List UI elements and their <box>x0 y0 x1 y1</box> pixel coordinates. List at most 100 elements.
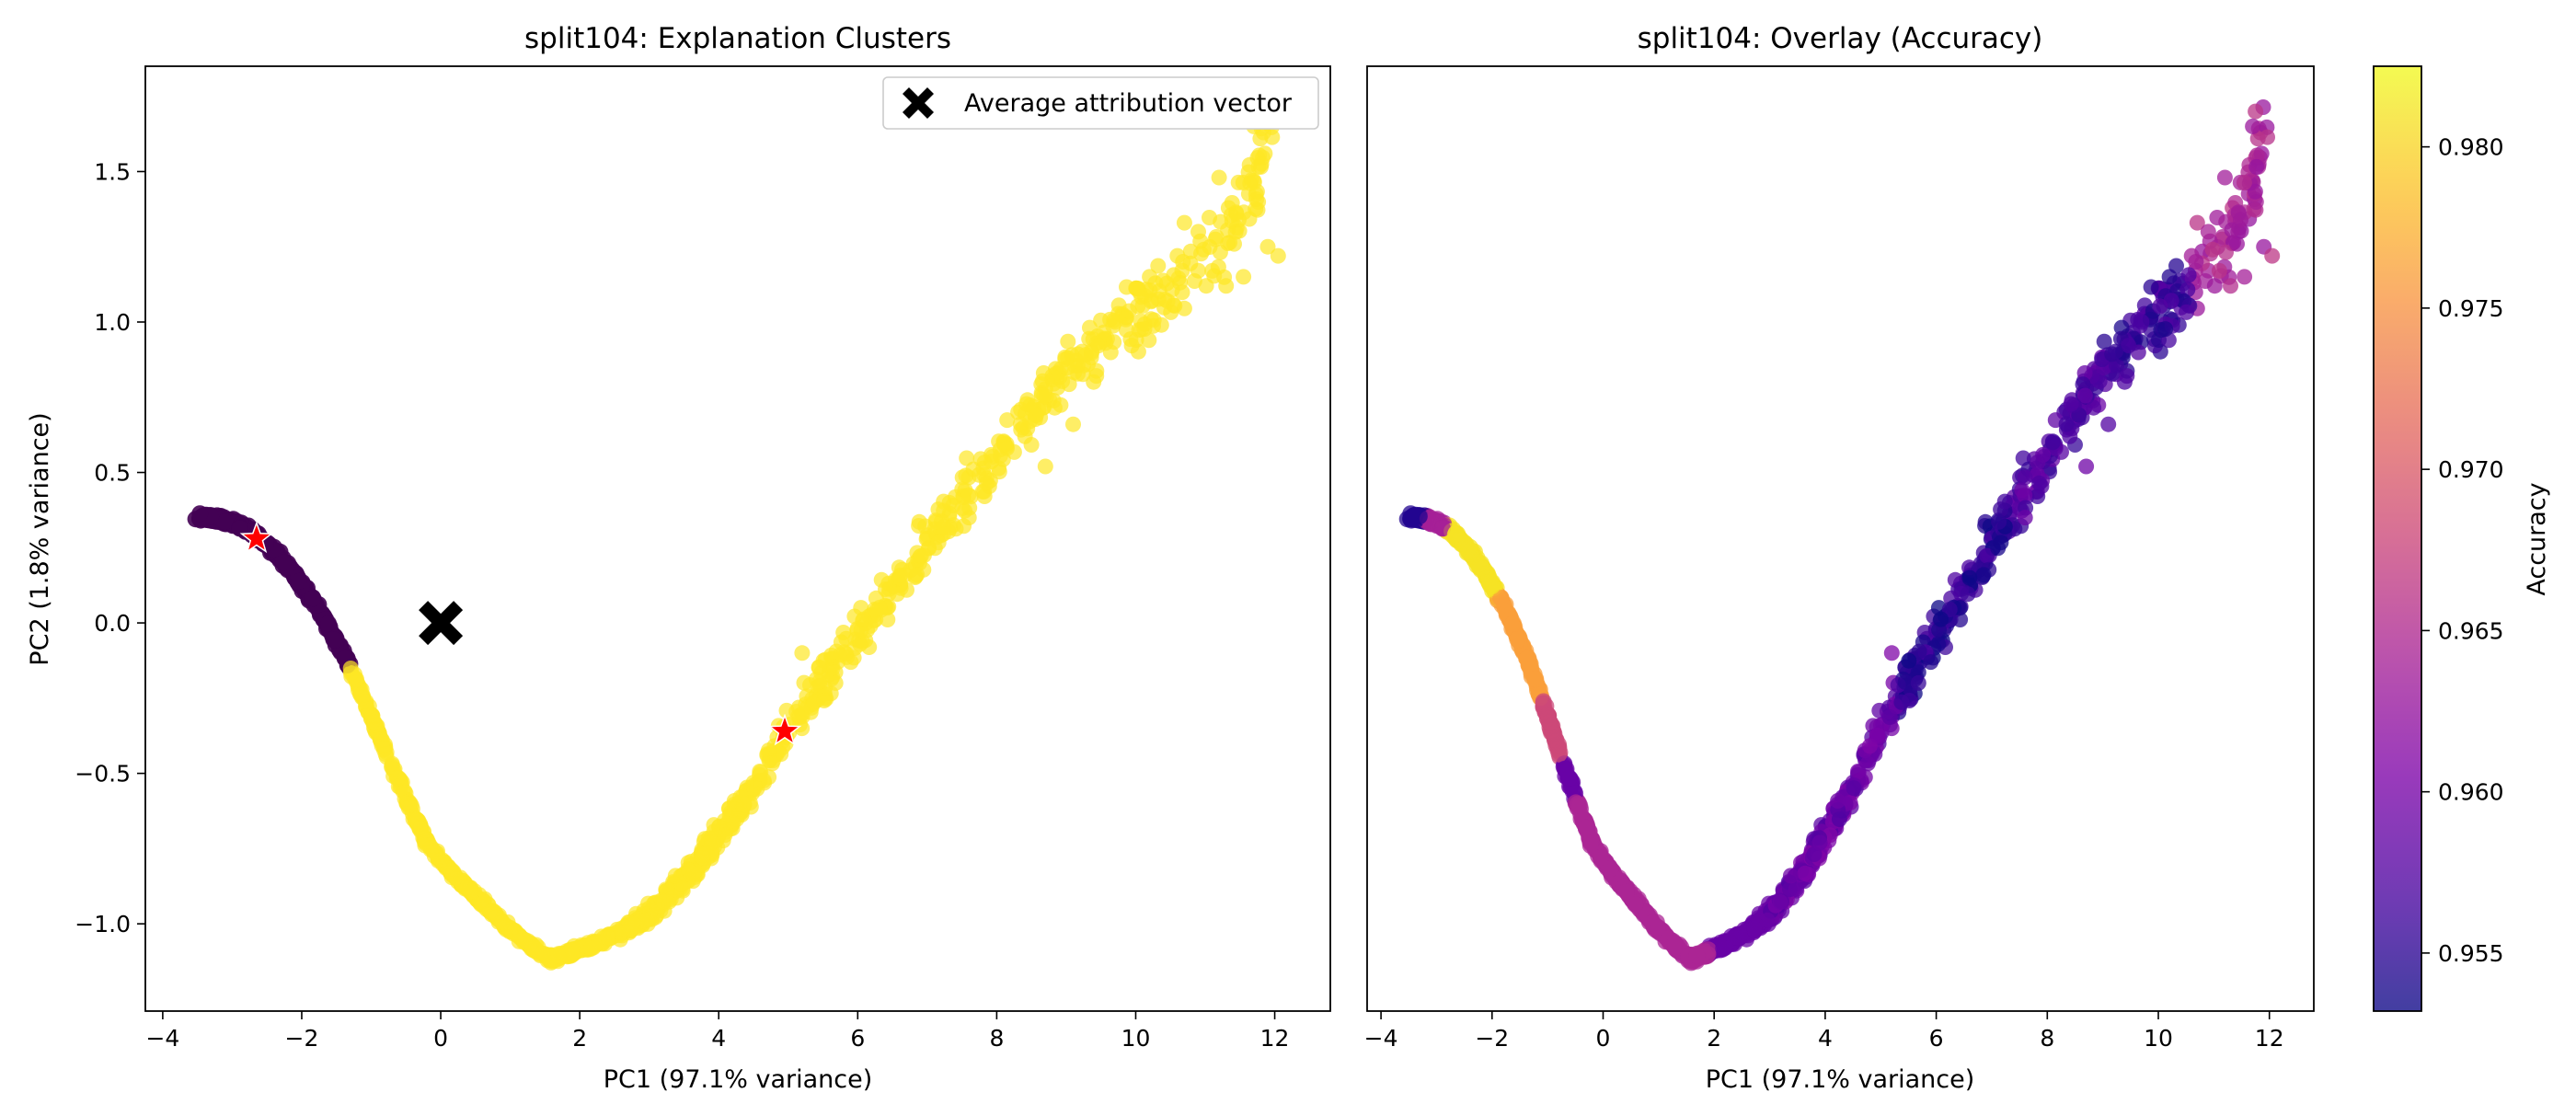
accuracy-point <box>2260 129 2275 145</box>
accuracy-point <box>2248 158 2265 175</box>
accuracy-point <box>2247 183 2263 200</box>
accuracy-point <box>1627 896 1644 913</box>
cluster-1-point <box>1090 338 1107 354</box>
cluster-1-point <box>1060 333 1076 350</box>
accuracy-point <box>2017 510 2033 526</box>
cluster-1-point <box>752 764 768 779</box>
accuracy-point <box>1910 674 1926 691</box>
cluster-1-point <box>1186 273 1202 289</box>
accuracy-point <box>1509 631 1526 649</box>
cluster-1-point <box>401 797 418 813</box>
cluster-0-point <box>216 513 234 531</box>
right-xtick-label: 4 <box>1818 1025 1833 1052</box>
cluster-1-point <box>1235 175 1251 190</box>
cluster-1-point <box>828 643 845 660</box>
cluster-1-point <box>936 493 952 510</box>
cluster-1-point <box>816 693 833 708</box>
cluster-1-point <box>1250 158 1267 175</box>
cluster-1-point <box>1198 278 1214 294</box>
right-xtick-label: 6 <box>1929 1025 1944 1052</box>
cluster-1-point <box>348 671 364 687</box>
cluster-1-point <box>389 769 406 786</box>
cluster-1-point <box>1017 428 1033 444</box>
accuracy-point <box>1492 590 1510 607</box>
accuracy-point <box>1979 547 1995 564</box>
left-ytick-label: 0.5 <box>94 460 131 487</box>
cluster-1-point <box>815 652 832 669</box>
cluster-1-point <box>1190 224 1206 240</box>
cluster-1-point <box>852 636 868 652</box>
accuracy-point <box>1617 883 1635 901</box>
right-xtick-label: 0 <box>1596 1025 1611 1052</box>
accuracy-point <box>1577 819 1594 836</box>
accuracy-point <box>2223 278 2238 294</box>
accuracy-point <box>2237 269 2253 285</box>
accuracy-point <box>2180 267 2197 283</box>
cluster-1-point <box>1236 269 1252 285</box>
accuracy-point <box>2076 387 2093 404</box>
cluster-1-point <box>1142 269 1158 285</box>
explanation-clusters-panel: split104: Explanation Clusters −4 −2 0 2 4 6 8… <box>26 22 1331 1094</box>
accuracy-point <box>2062 428 2078 444</box>
cluster-1-point <box>979 475 995 491</box>
left-plot-frame <box>144 65 1331 1012</box>
colorbar-tick-label: 0.965 <box>2438 617 2504 644</box>
left-xtick-label: 2 <box>572 1025 587 1052</box>
cluster-1-point <box>654 894 671 910</box>
left-xtick-label: 8 <box>989 1025 1004 1052</box>
cluster-1-point <box>889 586 905 603</box>
cluster-0-point <box>275 554 293 571</box>
cluster-1-point <box>1231 223 1248 239</box>
accuracy-point <box>2133 314 2150 330</box>
accuracy-point <box>1481 572 1499 590</box>
cluster-1-point <box>726 793 742 809</box>
accuracy-point <box>1991 513 2007 530</box>
cluster-1-point <box>960 469 977 486</box>
cluster-1-point <box>1046 399 1063 416</box>
cluster-1-point <box>717 827 733 844</box>
accuracy-point <box>2157 321 2174 338</box>
accuracy-point <box>1434 520 1451 537</box>
cluster-0-point <box>290 572 307 590</box>
cluster-1-point <box>1057 351 1074 368</box>
cluster-1-point <box>622 920 638 937</box>
accuracy-point <box>1602 860 1619 878</box>
accuracy-point <box>2044 434 2061 451</box>
colorbar-gradient <box>2374 66 2421 1011</box>
cluster-1-point <box>1169 247 1186 264</box>
accuracy-point <box>2224 222 2240 238</box>
left-ytick-label: 1.5 <box>94 158 131 185</box>
accuracy-point <box>1961 569 1978 586</box>
cluster-1-point <box>600 929 616 946</box>
cluster-1-point <box>667 868 684 884</box>
left-xtick-label: 6 <box>850 1025 865 1052</box>
cluster-1-point <box>930 535 947 551</box>
accuracy-point <box>1535 693 1552 710</box>
accuracy-point <box>1728 928 1745 946</box>
accuracy-point <box>1883 645 1900 661</box>
accuracy-point <box>2248 147 2265 164</box>
cluster-1-point <box>1018 396 1035 412</box>
accuracy-colorbar: 0.955 0.960 0.965 0.970 0.975 0.980 Accuracy <box>2373 65 2551 1012</box>
cluster-1-point <box>1136 321 1153 338</box>
accuracy-point <box>1846 780 1862 797</box>
cluster-1-point <box>583 940 600 957</box>
cluster-1-point <box>523 935 539 951</box>
accuracy-point <box>1715 939 1732 957</box>
accuracy-point <box>1933 611 1949 627</box>
accuracy-point <box>2229 236 2245 252</box>
cluster-1-point <box>1264 129 1281 145</box>
left-xtick-label: −4 <box>145 1025 179 1052</box>
accuracy-point <box>2264 247 2281 264</box>
cluster-1-point <box>1150 258 1167 274</box>
accuracy-point <box>2030 454 2046 471</box>
accuracy-point <box>2119 368 2135 385</box>
cluster-1-point <box>976 454 993 471</box>
accuracy-point <box>1547 737 1565 754</box>
cluster-1-point <box>1074 343 1090 360</box>
cluster-1-point <box>1163 304 1179 320</box>
accuracy-point <box>1806 846 1823 862</box>
left-y-axis-ticks: −1.0 −0.5 0.0 0.5 1.0 1.5 <box>75 158 145 937</box>
accuracy-point <box>1859 755 1876 772</box>
